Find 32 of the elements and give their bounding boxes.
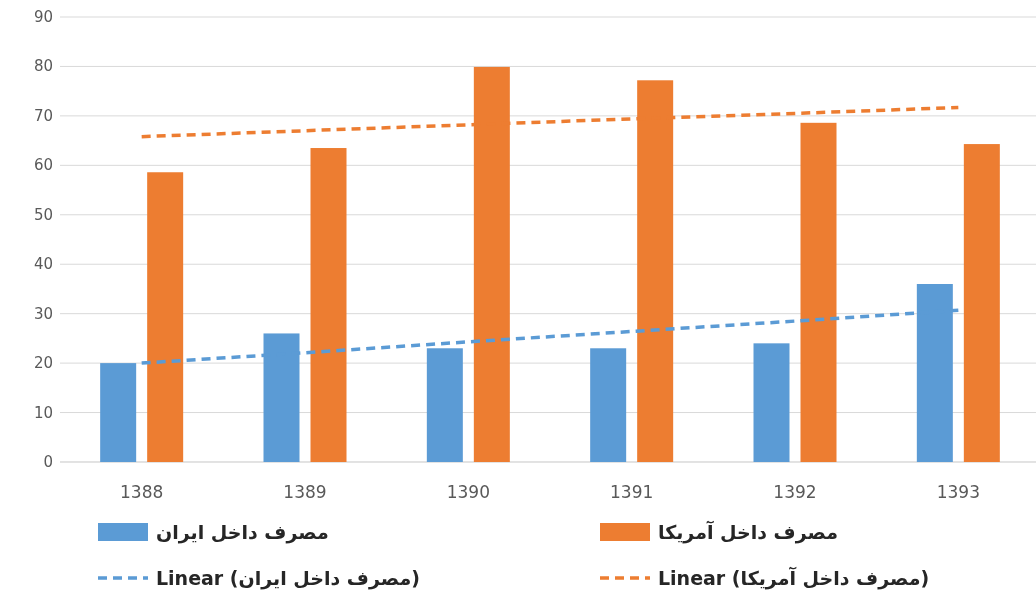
bar (916, 284, 953, 462)
y-tick-label: 10 (33, 403, 53, 422)
x-tick-label: 1389 (283, 482, 327, 502)
bar (426, 348, 463, 462)
y-tick-label: 90 (33, 8, 53, 26)
x-tick-label: 1392 (773, 482, 817, 502)
y-tick-label: 60 (33, 156, 53, 175)
bar (753, 343, 790, 462)
x-tick-label: 1393 (936, 482, 980, 502)
legend-label: Linear (مصرف داخل آمریکا) (658, 566, 930, 590)
y-tick-label: 40 (33, 255, 53, 274)
bar (590, 348, 627, 462)
bar (147, 172, 184, 462)
x-tick-label: 1388 (120, 482, 164, 502)
y-tick-label: 70 (33, 106, 53, 125)
legend-label: Linear (مصرف داخل ایران) (156, 567, 420, 590)
x-tick-label: 1390 (446, 482, 490, 502)
y-tick-label: 50 (33, 205, 53, 224)
y-tick-label: 30 (33, 304, 53, 323)
bar (100, 363, 137, 462)
y-tick-label: 0 (43, 453, 53, 471)
bar (800, 122, 837, 462)
bar (963, 144, 1000, 462)
bar (310, 148, 347, 462)
y-tick-label: 80 (33, 57, 53, 76)
x-tick-label: 1391 (610, 482, 654, 502)
bar (473, 66, 510, 462)
bar (637, 80, 674, 462)
legend-label: مصرف داخل آمریکا (658, 520, 838, 544)
legend-label: مصرف داخل ایران (156, 521, 329, 544)
y-tick-label: 20 (33, 354, 53, 373)
bar (263, 333, 300, 462)
